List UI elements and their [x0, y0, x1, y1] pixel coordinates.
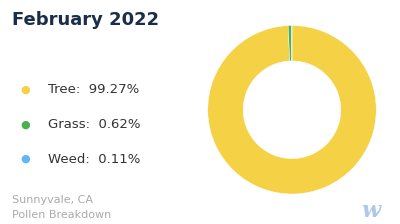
- Text: w: w: [361, 200, 380, 222]
- Circle shape: [246, 63, 338, 156]
- Text: Grass:  0.62%: Grass: 0.62%: [48, 118, 140, 131]
- Text: ●: ●: [20, 119, 30, 129]
- Text: Tree:  99.27%: Tree: 99.27%: [48, 83, 139, 96]
- Wedge shape: [208, 26, 376, 194]
- Text: Weed:  0.11%: Weed: 0.11%: [48, 153, 140, 166]
- Text: Sunnyvale, CA
Pollen Breakdown: Sunnyvale, CA Pollen Breakdown: [12, 195, 111, 220]
- Text: February 2022: February 2022: [12, 11, 159, 29]
- Text: ●: ●: [20, 85, 30, 95]
- Text: ●: ●: [20, 154, 30, 164]
- Wedge shape: [288, 26, 292, 61]
